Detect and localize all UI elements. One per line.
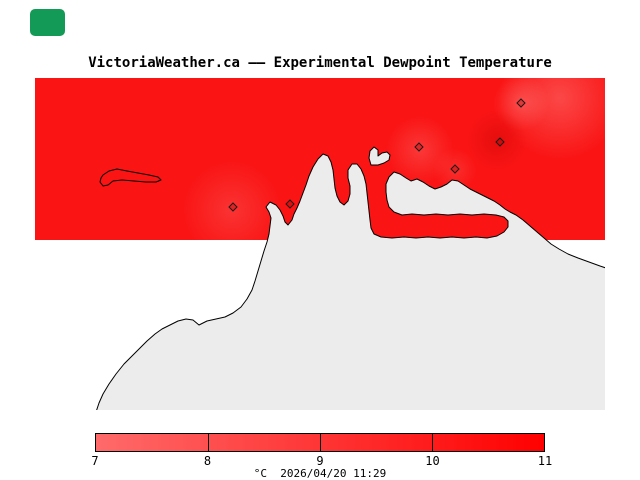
colorbar-tick-label: 9 [316,454,324,468]
field-dark-spot [467,110,527,170]
station-marker [495,137,505,147]
colorbar-tick-line [432,434,433,451]
stations-layer [228,98,526,212]
colorbar-tick-line [320,434,321,451]
colorbar-tick-label: 10 [425,454,440,468]
colorbar-gradient [95,433,545,452]
island-outline [99,168,162,187]
station-marker [285,199,295,209]
colorbar: 7 8 9 10 11 °C 2026/04/20 11:29 [91,433,552,480]
colorbar-caption: °C 2026/04/20 11:29 [253,467,387,480]
colorbar-tick-label: 8 [203,454,212,468]
land-layer [96,146,605,410]
station-marker [414,142,424,152]
mainland [96,153,605,410]
colorbar-tick-line [208,434,209,451]
field-light-spot [182,160,282,240]
page-title: VictoriaWeather.ca —— Experimental Dewpo… [88,55,552,71]
field-light-spot [433,148,477,192]
small-island [368,146,391,166]
station-marker [450,164,460,174]
logo-badge [30,9,65,36]
station-marker [228,202,238,212]
station-marker [516,98,526,108]
colorbar-tick-label: 7 [91,454,99,468]
colorbar-tick-label: 11 [537,454,553,468]
